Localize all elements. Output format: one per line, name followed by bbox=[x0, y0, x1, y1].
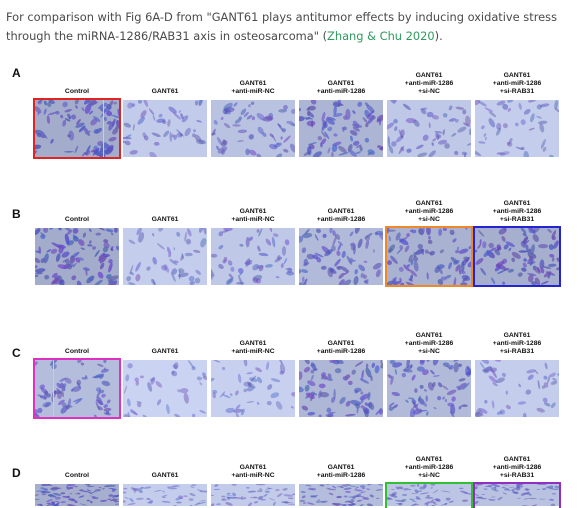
column-label: GANT61 +anti-miR-NC bbox=[231, 340, 275, 355]
column-label: Control bbox=[64, 472, 90, 479]
micrograph-panel bbox=[387, 484, 471, 506]
micrograph-panel bbox=[475, 360, 559, 417]
micrograph-panel bbox=[475, 228, 559, 285]
column-label: GANT61 +anti-miR-NC bbox=[231, 464, 275, 479]
column-label: GANT61 +anti-miR-1286 bbox=[316, 208, 366, 223]
column-label: GANT61 +anti-miR-1286 bbox=[316, 464, 366, 479]
column-label: GANT61 bbox=[151, 348, 179, 355]
micrograph-panel bbox=[299, 484, 383, 506]
column-label: Control bbox=[64, 348, 90, 355]
column-label: GANT61 +anti-miR-1286 +si-RAB31 bbox=[492, 456, 542, 479]
column-label: GANT61 +anti-miR-1286 +si-NC bbox=[404, 72, 454, 95]
micrograph-panel bbox=[387, 100, 471, 157]
row-letter-c: C bbox=[12, 346, 21, 360]
caption-suffix: ). bbox=[434, 29, 443, 43]
column-label: GANT61 +anti-miR-1286 +si-NC bbox=[404, 200, 454, 223]
row-letter-b: B bbox=[12, 207, 21, 221]
micrograph-panel bbox=[211, 228, 295, 285]
micrograph-panel bbox=[35, 360, 119, 417]
column-label: GANT61 +anti-miR-1286 +si-NC bbox=[404, 332, 454, 355]
micrograph-panel bbox=[211, 100, 295, 157]
micrograph-panel bbox=[475, 484, 559, 506]
figure-caption: For comparison with Fig 6A-D from "GANT6… bbox=[6, 8, 572, 46]
micrograph-panel bbox=[475, 100, 559, 157]
citation-link[interactable]: Zhang & Chu 2020 bbox=[327, 29, 435, 43]
micrograph-panel bbox=[299, 100, 383, 157]
column-label: GANT61 +anti-miR-NC bbox=[231, 80, 275, 95]
caption-text: For comparison with Fig 6A-D from "GANT6… bbox=[6, 10, 558, 43]
column-label: Control bbox=[64, 216, 90, 223]
micrograph-panel bbox=[387, 228, 471, 285]
column-label: GANT61 bbox=[151, 216, 179, 223]
micrograph-panel bbox=[35, 100, 119, 157]
column-label: GANT61 +anti-miR-1286 +si-RAB31 bbox=[492, 332, 542, 355]
micrograph-panel bbox=[211, 484, 295, 506]
column-label: GANT61 bbox=[151, 88, 179, 95]
guide-line bbox=[103, 100, 104, 157]
micrograph-panel bbox=[35, 228, 119, 285]
micrograph-panel bbox=[123, 100, 207, 157]
column-label: GANT61 +anti-miR-1286 +si-RAB31 bbox=[492, 200, 542, 223]
micrograph-panel bbox=[211, 360, 295, 417]
column-label: GANT61 +anti-miR-1286 bbox=[316, 80, 366, 95]
micrograph-panel bbox=[387, 360, 471, 417]
micrograph-panel bbox=[123, 484, 207, 506]
row-letter-d: D bbox=[12, 466, 21, 480]
guide-line bbox=[53, 360, 54, 417]
micrograph-panel bbox=[35, 484, 119, 506]
column-label: GANT61 +anti-miR-1286 +si-NC bbox=[404, 456, 454, 479]
micrograph-panel bbox=[299, 360, 383, 417]
micrograph-panel bbox=[123, 228, 207, 285]
row-letter-a: A bbox=[12, 66, 21, 80]
column-label: GANT61 +anti-miR-1286 +si-RAB31 bbox=[492, 72, 542, 95]
column-label: Control bbox=[64, 88, 90, 95]
column-label: GANT61 +anti-miR-1286 bbox=[316, 340, 366, 355]
micrograph-panel bbox=[299, 228, 383, 285]
column-label: GANT61 bbox=[151, 472, 179, 479]
column-label: GANT61 +anti-miR-NC bbox=[231, 208, 275, 223]
micrograph-panel bbox=[123, 360, 207, 417]
